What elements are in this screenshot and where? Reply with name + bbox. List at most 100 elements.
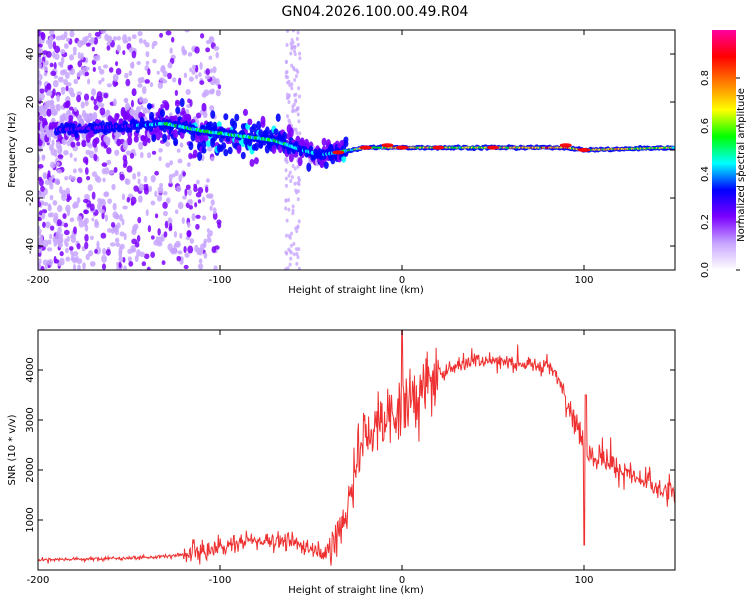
noise-blob bbox=[127, 256, 132, 263]
noise-blob bbox=[181, 49, 187, 56]
noise-blob bbox=[57, 154, 64, 159]
noise-blob bbox=[199, 80, 205, 85]
noise-blob bbox=[165, 30, 172, 36]
ridge-hotspot bbox=[559, 143, 572, 148]
noise-blob bbox=[122, 39, 129, 44]
noise-blob bbox=[163, 231, 168, 238]
colorbar-gradient bbox=[712, 30, 736, 270]
noise-blob bbox=[61, 189, 67, 198]
noise-blob bbox=[88, 249, 94, 257]
noise-blob bbox=[56, 94, 60, 102]
spectrogram-x-axis-label: Height of straight line (km) bbox=[288, 285, 424, 296]
band-blob bbox=[146, 103, 152, 110]
noise-blob bbox=[293, 52, 297, 57]
noise-blob bbox=[195, 74, 199, 80]
band-blob bbox=[223, 149, 229, 157]
noise-blob bbox=[195, 214, 201, 219]
noise-blob bbox=[72, 46, 77, 53]
noise-blob bbox=[52, 236, 58, 243]
noise-blob bbox=[76, 215, 83, 222]
band-blob bbox=[234, 113, 240, 122]
noise-blob bbox=[73, 157, 77, 162]
y-tick-label: 0 bbox=[25, 147, 36, 153]
noise-blob bbox=[127, 36, 132, 42]
band-blob bbox=[201, 102, 207, 112]
noise-blob bbox=[129, 62, 135, 69]
noise-blob bbox=[99, 209, 105, 214]
band-blob bbox=[135, 105, 141, 115]
noise-blob bbox=[292, 241, 296, 246]
noise-blob bbox=[151, 43, 155, 50]
noise-blob bbox=[142, 183, 148, 191]
y-tick-label: 2000 bbox=[25, 457, 36, 482]
noise-blob bbox=[91, 217, 95, 222]
noise-blob bbox=[203, 252, 208, 259]
noise-blob bbox=[194, 244, 199, 253]
noise-blob bbox=[188, 76, 194, 82]
noise-blob bbox=[107, 35, 113, 44]
noise-blob bbox=[169, 222, 173, 230]
noise-blob bbox=[177, 250, 183, 255]
noise-blob bbox=[110, 221, 116, 228]
noise-blob bbox=[85, 149, 92, 155]
noise-blob bbox=[295, 261, 299, 266]
noise-blob bbox=[154, 170, 159, 176]
noise-blob bbox=[103, 191, 109, 198]
noise-blob bbox=[147, 152, 152, 159]
noise-blob bbox=[284, 206, 288, 211]
noise-blob bbox=[145, 209, 149, 217]
noise-blob bbox=[162, 201, 168, 209]
x-tick-label: -100 bbox=[209, 575, 232, 586]
noise-blob bbox=[63, 150, 69, 156]
noise-blob bbox=[76, 94, 82, 103]
x-tick-label: -200 bbox=[27, 575, 50, 586]
noise-blob bbox=[38, 73, 43, 81]
noise-blob bbox=[159, 32, 164, 38]
noise-blob bbox=[291, 104, 295, 109]
noise-blob bbox=[94, 218, 98, 226]
band-blob bbox=[138, 141, 144, 151]
noise-blob bbox=[147, 109, 151, 114]
noise-blob bbox=[43, 201, 49, 206]
noise-blob bbox=[296, 107, 300, 112]
noise-blob bbox=[205, 39, 211, 45]
y-tick-label: 1000 bbox=[25, 507, 36, 532]
noise-blob bbox=[84, 167, 89, 175]
noise-blob bbox=[94, 31, 101, 37]
noise-blob bbox=[93, 98, 97, 106]
noise-blob bbox=[289, 250, 293, 255]
noise-blob bbox=[137, 31, 143, 37]
noise-blob bbox=[204, 186, 209, 193]
noise-blob bbox=[175, 240, 181, 248]
noise-blob bbox=[130, 201, 135, 206]
noise-blob bbox=[168, 182, 173, 188]
noise-blob bbox=[186, 162, 191, 168]
noise-blob bbox=[42, 50, 49, 55]
noise-blob bbox=[290, 86, 294, 91]
noise-blob bbox=[285, 160, 289, 165]
noise-blob bbox=[70, 235, 77, 243]
noise-blob bbox=[294, 74, 298, 79]
snr-series-line bbox=[38, 330, 675, 566]
noise-blob bbox=[38, 43, 43, 48]
noise-blob bbox=[52, 200, 58, 206]
snr-x-ticks: -200 -100 0 100 bbox=[27, 330, 594, 586]
noise-blob bbox=[38, 79, 42, 88]
noise-blob bbox=[149, 82, 154, 88]
noise-blob bbox=[90, 235, 94, 240]
band-blob bbox=[271, 144, 277, 154]
noise-blob bbox=[107, 198, 112, 204]
noise-blob bbox=[65, 187, 71, 195]
x-tick-label: 0 bbox=[399, 275, 405, 286]
noise-blob bbox=[38, 231, 41, 236]
noise-blob bbox=[158, 148, 163, 153]
noise-blob bbox=[53, 255, 57, 264]
noise-blob bbox=[64, 247, 69, 254]
noise-blob bbox=[162, 210, 169, 217]
noise-blob bbox=[68, 246, 74, 251]
noise-blob bbox=[291, 30, 295, 33]
noise-blob bbox=[167, 72, 172, 80]
noise-blob bbox=[50, 99, 54, 108]
noise-blob bbox=[292, 252, 296, 257]
noise-blob bbox=[298, 51, 302, 56]
